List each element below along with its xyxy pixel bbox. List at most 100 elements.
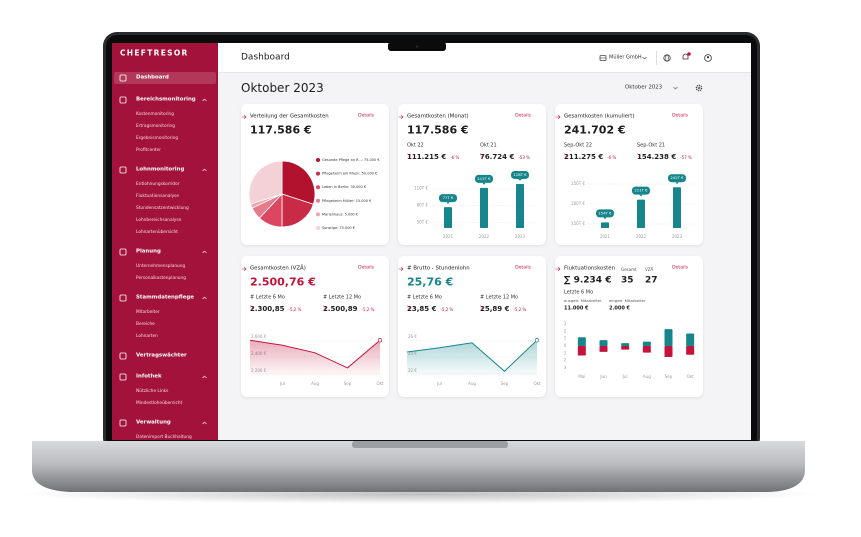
chevron-shape (202, 98, 207, 102)
breakdown-label: eingetr. Mitarbeiter (609, 298, 646, 304)
details-link[interactable]: Details (515, 113, 531, 119)
globe-icon[interactable] (662, 53, 672, 63)
nav-item[interactable]: Profitcenter (136, 147, 162, 153)
icon-shape (119, 352, 127, 360)
legend-swatch (316, 185, 320, 190)
nav-dashboard[interactable]: Dashboard (136, 74, 169, 81)
nav-section[interactable]: Bereichsmonitoring (136, 96, 196, 103)
chevron-shape (202, 296, 207, 300)
shadow (20, 484, 820, 504)
line (249, 339, 381, 369)
nav-section[interactable]: Vertragswächter (136, 352, 187, 359)
nav-item[interactable]: Unternehmensplanung (136, 263, 186, 269)
comparison-change: -6 % (564, 153, 617, 160)
comparison-value: 2.300,85 (250, 305, 285, 313)
x-tick-label: Okt (687, 374, 694, 379)
arrow-icon (398, 114, 404, 120)
y-tick-label: 250T € (571, 181, 585, 186)
nav-item[interactable]: Kostenmonitoring (136, 111, 174, 117)
bar (516, 183, 524, 228)
bar (664, 329, 673, 346)
value-bubble (596, 209, 614, 218)
nav-item[interactable]: Personalkostenplanung (136, 275, 186, 281)
value-label: 154T € (598, 210, 612, 215)
nav-item[interactable]: Stundensatzentwicklung (136, 205, 189, 211)
down-arrow (323, 305, 327, 309)
nav-item[interactable]: Lohnbereichsanalyse (136, 217, 182, 223)
legend-label: Marienhaus: 5.000 € (322, 212, 358, 216)
legend-swatch (316, 171, 320, 176)
change-text: -6 % (607, 155, 617, 160)
details-link[interactable]: Details (672, 113, 688, 119)
x-tick-label: 2022 (479, 234, 490, 239)
area (407, 340, 537, 378)
nav-item[interactable]: Datenimport Buchhaltung (136, 434, 192, 440)
bar (637, 199, 645, 228)
comparison-value: 211.275 € (564, 153, 604, 161)
company[interactable]: Müller GmbH (609, 54, 642, 61)
nav-item[interactable]: Ergebnismonitoring (136, 135, 179, 141)
nav-item[interactable]: Mitarbeiter (136, 309, 160, 315)
x-tick-label: Jul (622, 374, 628, 379)
nav-item[interactable]: Mindestlohnübersicht (136, 400, 183, 406)
comparison-change: -6 % (407, 153, 459, 160)
comparison-row: 76.724 € -53 % (480, 153, 530, 161)
x-tick-label: 2021 (443, 234, 454, 239)
settings-icon[interactable] (694, 83, 704, 93)
change-text: -5,2 % (513, 307, 527, 312)
details-link[interactable]: Details (358, 113, 374, 119)
value-bubble (668, 174, 686, 183)
card-total: 117.586 € (250, 123, 312, 137)
comparison-row: 2.300,85 -5,2 % (250, 305, 301, 313)
nav-item[interactable]: Fluktuationsanalyse (136, 193, 179, 199)
down-arrow (407, 153, 411, 157)
comparison-row: 154.238 € -57 % (637, 153, 692, 161)
arrow-shape (480, 153, 484, 157)
nav-section[interactable]: Lohnmonitoring (136, 166, 185, 173)
nav-item[interactable]: Bereiche (136, 321, 155, 327)
nav-item[interactable]: Entlohnungskorridor (136, 181, 180, 187)
details-link[interactable]: Details (515, 265, 531, 271)
x-tick-label: Aug (643, 374, 651, 379)
nav-icon (119, 166, 127, 174)
x-tick-label: Sep (344, 381, 352, 386)
x-tick-label: Sep (501, 381, 509, 386)
arrow-icon (398, 266, 404, 272)
legend-label: Leben in Berlin: 30.000 € (322, 185, 366, 189)
pie-slice (281, 160, 316, 205)
nav-item[interactable]: Ertragsmonitoring (136, 123, 175, 129)
y-tick-label: 3 (564, 321, 567, 326)
icon-shape (119, 74, 127, 82)
header-title: Dashboard (241, 52, 290, 63)
card: 3 2 1 0 1 2 3 Mai Jun Jul Aug Sep Okt Fluktuationskos… (555, 256, 703, 397)
details-link[interactable]: Details (358, 265, 374, 271)
nav-section[interactable]: Stammdatenpflege (136, 294, 194, 301)
details-link[interactable]: Details (672, 265, 688, 271)
user-icon[interactable] (703, 53, 713, 63)
legend-swatch (316, 212, 320, 217)
x-tick-label: 2023 (515, 234, 526, 239)
y-tick-label: 2 (564, 358, 567, 363)
legend-swatch (316, 198, 320, 203)
nav-section[interactable]: Verwaltung (136, 419, 171, 426)
breakdown-value: 2.000 € (609, 305, 631, 312)
comparison-row: 111.215 € -6 % (407, 153, 459, 161)
card: 2.600 €2.400 €2.200 €JulAugSepOktGesamtk… (241, 256, 389, 397)
card-total: ∑ 9.234 € (564, 275, 612, 286)
nav-item[interactable]: Lohnarten (136, 333, 158, 339)
icon-shape (119, 248, 127, 256)
card-total: 117.586 € (407, 123, 469, 137)
bell-icon[interactable] (680, 51, 692, 63)
arrow-shape (555, 114, 561, 120)
top-bar (218, 43, 751, 73)
nav-item[interactable]: Lohnartenübersicht (136, 229, 178, 235)
x-tick-label: Sep (665, 374, 673, 379)
chevron (202, 375, 207, 379)
x-tick-label: Jun (599, 374, 607, 379)
x-tick-label: Aug (468, 381, 476, 386)
nav-section[interactable]: Infothek (136, 373, 162, 380)
nav-item[interactable]: Nützliche Links (136, 388, 169, 394)
arrow-shape (564, 153, 568, 157)
nav-section[interactable]: Planung (136, 248, 161, 255)
period-select[interactable]: Oktober 2023 (625, 84, 663, 91)
